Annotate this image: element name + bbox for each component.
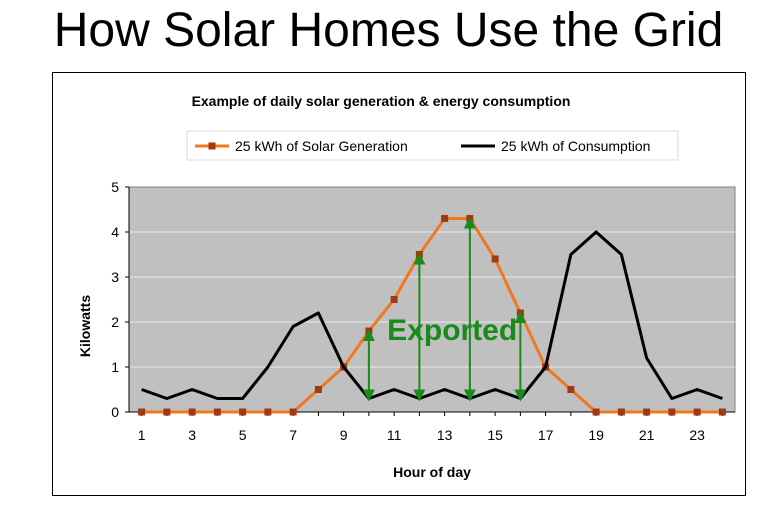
data-point <box>138 408 146 416</box>
data-point <box>213 408 221 416</box>
data-point <box>264 408 272 416</box>
x-axis-label: Hour of day <box>393 464 471 480</box>
data-point <box>390 296 398 303</box>
annotation-layer: Exported <box>362 216 527 402</box>
data-point <box>617 408 625 416</box>
y-tick-label: 4 <box>111 224 119 240</box>
series-line <box>141 217 723 414</box>
data-point <box>441 215 449 222</box>
slide-title: How Solar Homes Use the Grid <box>53 4 724 57</box>
x-tick-label: 7 <box>289 427 297 443</box>
data-point <box>718 408 726 416</box>
annotation-text: Exported <box>387 314 517 347</box>
data-point <box>365 327 373 335</box>
legend-box <box>186 130 679 161</box>
y-tick-label: 2 <box>111 314 119 330</box>
y-tick-label: 5 <box>111 179 119 195</box>
y-tick-label: 3 <box>111 269 119 285</box>
y-tick-label: 1 <box>111 359 119 375</box>
data-point <box>516 309 524 317</box>
data-point <box>415 251 423 258</box>
data-point <box>668 408 676 416</box>
legend-label: 25 kWh of Solar Generation <box>235 138 408 154</box>
legend-marker <box>208 142 216 150</box>
data-point <box>239 408 247 416</box>
gridlines <box>129 231 735 368</box>
x-tick-label: 23 <box>689 427 705 443</box>
data-point <box>314 386 322 393</box>
chart-legend: 25 kWh of Solar Generation 25 kWh of Cons… <box>186 130 679 161</box>
x-tick-label: 17 <box>538 427 554 443</box>
data-point <box>188 408 196 416</box>
y-axis-label: Kilowatts <box>77 295 93 357</box>
x-tick-label: 21 <box>639 427 655 443</box>
legend-label: 25 kWh of Consumption <box>501 138 650 154</box>
data-point <box>466 215 474 222</box>
x-tick-label: 3 <box>188 427 196 443</box>
data-point <box>163 408 171 416</box>
x-tick-label: 19 <box>588 427 604 443</box>
legend-item-1: 25 kWh of Solar Generation <box>195 138 408 154</box>
x-tick-label: 9 <box>340 427 348 443</box>
chart-svg: Example of daily solar generation & ener… <box>77 93 736 480</box>
data-point <box>693 408 701 416</box>
x-tick-label: 11 <box>387 427 402 443</box>
data-point <box>289 408 297 416</box>
data-point <box>567 386 575 393</box>
legend-item-2: 25 kWh of Consumption <box>461 138 650 154</box>
data-point <box>643 408 651 416</box>
series-2 <box>141 230 723 400</box>
x-tick-label: 13 <box>437 427 453 443</box>
data-point <box>592 408 600 416</box>
x-tick-label: 15 <box>487 427 503 443</box>
data-point <box>491 255 499 263</box>
x-tick-label: 1 <box>138 427 146 443</box>
series-line <box>141 230 723 400</box>
plot-area <box>128 186 736 413</box>
chart-title: Example of daily solar generation & ener… <box>192 93 571 109</box>
series-1 <box>138 215 726 416</box>
x-tick-label: 5 <box>239 427 247 443</box>
chart-frame: Example of daily solar generation & ener… <box>52 72 746 496</box>
series-layer <box>138 215 726 416</box>
y-tick-label: 0 <box>111 404 119 420</box>
